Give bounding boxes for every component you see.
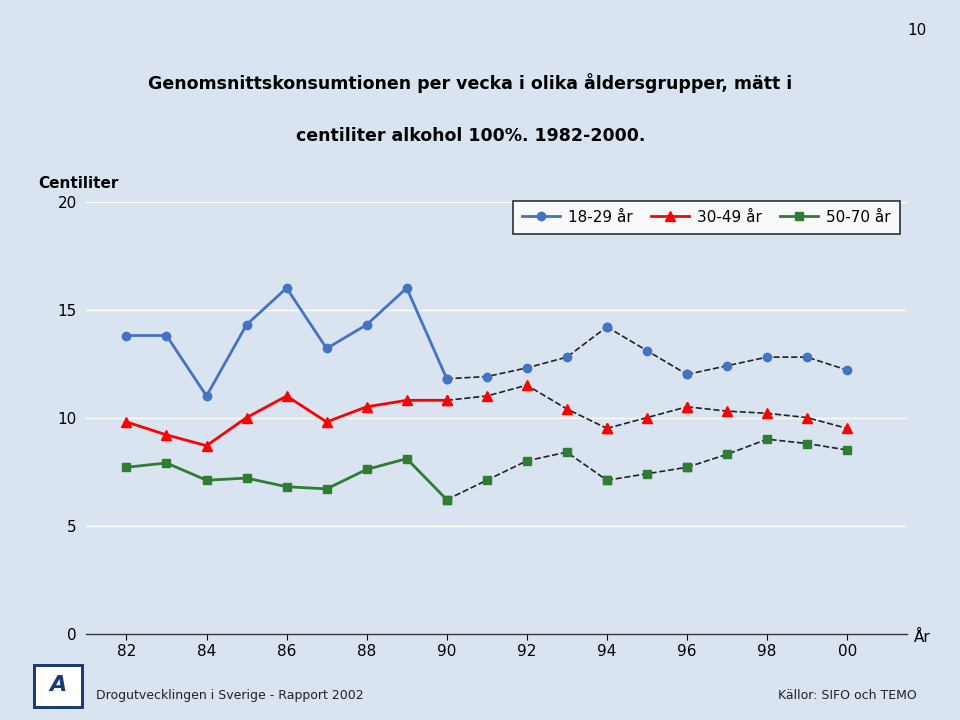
Text: 10: 10 <box>907 23 926 38</box>
Text: Genomsnittskonsumtionen per vecka i olika åldersgrupper, mätt i: Genomsnittskonsumtionen per vecka i olik… <box>148 73 793 93</box>
Text: Centiliter: Centiliter <box>38 176 119 191</box>
Legend: 18-29 år, 30-49 år, 50-70 år: 18-29 år, 30-49 år, 50-70 år <box>513 201 900 234</box>
Text: A: A <box>50 675 66 695</box>
Text: År: År <box>914 630 930 644</box>
Text: Källor: SIFO och TEMO: Källor: SIFO och TEMO <box>778 689 917 702</box>
Text: centiliter alkohol 100%. 1982-2000.: centiliter alkohol 100%. 1982-2000. <box>296 127 645 145</box>
FancyBboxPatch shape <box>35 665 82 707</box>
Text: Drogutvecklingen i Sverige - Rapport 2002: Drogutvecklingen i Sverige - Rapport 200… <box>96 689 364 702</box>
